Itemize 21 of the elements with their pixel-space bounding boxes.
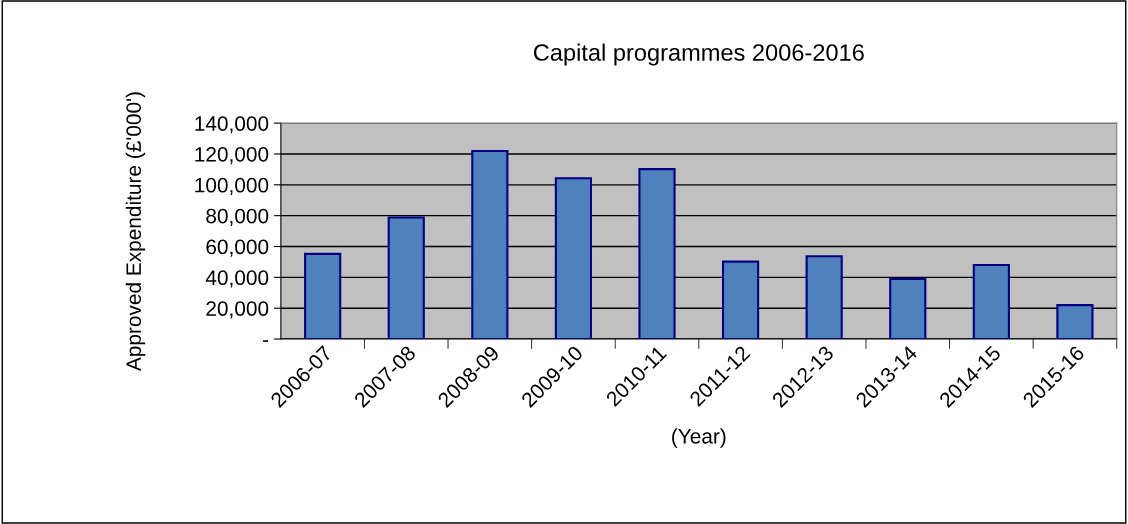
y-tick-label: 80,000 [206,208,269,226]
bar [387,216,425,340]
bar [471,150,509,340]
bar [554,177,593,340]
y-tick-label: 40,000 [205,270,269,288]
bar [722,260,760,340]
bar [638,168,676,340]
bar [1056,304,1094,340]
bar [304,252,342,340]
chart-title: Capital programmes 2006-2016 [533,43,864,66]
bar [805,255,843,340]
y-tick-label: 100,000 [195,177,269,196]
y-tick-label: 60,000 [206,239,269,257]
y-tick-label: 140,000 [195,116,269,134]
x-axis-title: (Year) [672,428,726,448]
y-axis-title: Approved Expenditure (£'000') [125,92,146,372]
bar [889,277,927,340]
y-tick-label: 120,000 [195,146,269,165]
y-tick-label: - [263,340,269,342]
bar [972,263,1010,340]
y-tick-label: 20,000 [206,301,269,319]
